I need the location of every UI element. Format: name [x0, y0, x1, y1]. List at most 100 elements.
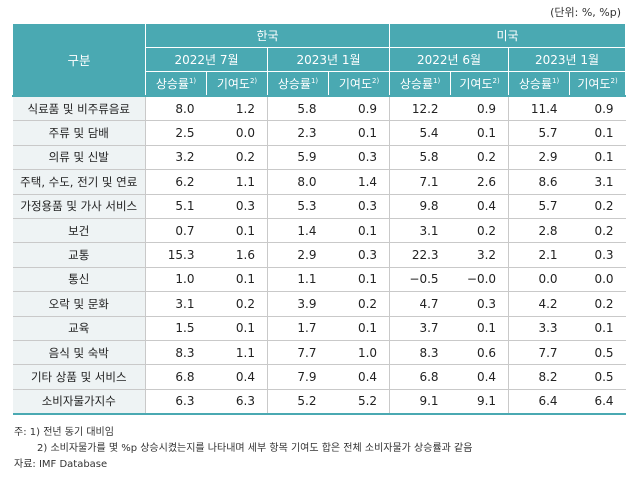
table-cell: 0.1: [450, 120, 510, 146]
table-cell: 1.0: [145, 267, 207, 293]
table-cell: 1.5: [145, 316, 207, 341]
source-note: 자료: IMF Database: [14, 459, 108, 470]
table-cell: 5.7: [508, 120, 570, 146]
table-cell: 4.2: [508, 291, 570, 317]
contribution-header-label: 기여도: [216, 77, 250, 91]
table-cell: 11.4: [508, 95, 570, 122]
table-cell: 0.7: [145, 218, 207, 244]
cpi-table: 구분 한국 미국 2022년 7월 2023년 1월 2022년 6월 2023…: [12, 23, 627, 416]
table-cell: 3.2: [450, 242, 510, 268]
table-cell: 0.4: [206, 364, 268, 390]
rate-header-label: 상승률: [399, 77, 433, 91]
table-cell: 8.6: [508, 169, 570, 195]
rate-header: 상승률1): [145, 71, 207, 97]
row-label: 통신: [12, 267, 146, 293]
table-cell: 5.2: [267, 389, 329, 416]
table-cell: 3.1: [145, 291, 207, 317]
table-row: 주택, 수도, 전기 및 연료 6.2 1.1 8.0 1.4 7.1 2.6 8.6 3.1: [12, 169, 626, 195]
table-cell: 0.5: [569, 364, 626, 390]
table-cell: 4.7: [389, 291, 451, 317]
table-cell: 9.1: [389, 389, 451, 416]
country-header-korea: 한국: [144, 23, 391, 48]
table-cell: 7.1: [389, 169, 451, 195]
table-cell: 8.2: [508, 364, 570, 390]
table-cell: 0.2: [450, 218, 510, 244]
table-cell: 0.2: [569, 291, 626, 317]
table-cell: 6.3: [206, 389, 268, 416]
table-cell: 6.4: [508, 389, 570, 416]
contribution-header: 기여도2): [327, 71, 391, 97]
period-header: 2023년 1월: [508, 47, 627, 72]
table-cell: 12.2: [389, 95, 451, 122]
table-cell: 0.9: [450, 95, 510, 122]
table-cell: 0.1: [569, 316, 626, 341]
row-label: 식료품 및 비주류음료: [12, 95, 146, 122]
table-cell: 0.9: [569, 95, 626, 122]
table-cell: 0.2: [206, 291, 268, 317]
table-row: 식료품 및 비주류음료 8.0 1.2 5.8 0.9 12.2 0.9 11.4 0.9: [12, 95, 626, 122]
table-cell: 2.9: [267, 242, 329, 268]
table-cell: 5.9: [267, 145, 329, 171]
table-cell: 0.9: [328, 95, 391, 122]
contribution-header: 기여도2): [450, 71, 510, 97]
table-cell: 8.3: [145, 340, 207, 366]
table-cell: 6.8: [389, 364, 451, 390]
table-cell: 0.2: [206, 145, 268, 171]
period-header: 2022년 7월: [145, 47, 268, 72]
table-cell: 1.1: [206, 169, 268, 195]
table-cell: 0.1: [450, 316, 510, 341]
table-cell: 8.3: [389, 340, 451, 366]
footnote-marker: 2): [249, 77, 258, 85]
table-cell: 9.1: [450, 389, 510, 416]
table-cell: 0.1: [328, 218, 391, 244]
row-label: 보건: [12, 218, 146, 244]
table-cell: 3.2: [145, 145, 207, 171]
sub-header-row: 상승률1) 기여도2) 상승률1) 기여도2) 상승률1) 기여도2) 상승률1) 기여도2): [13, 71, 627, 97]
table-row: 기타 상품 및 서비스 6.8 0.4 7.9 0.4 6.8 0.4 8.2 0.5: [12, 364, 626, 390]
table-cell: 15.3: [145, 242, 207, 268]
table-cell: 1.4: [267, 218, 329, 244]
row-label: 소비자물가지수: [12, 389, 146, 416]
table-cell: 5.3: [267, 194, 329, 219]
table-cell: 0.4: [450, 194, 510, 219]
rate-header: 상승률1): [267, 71, 329, 97]
table-cell: 7.7: [267, 340, 329, 366]
table-cell: 0.3: [328, 145, 391, 171]
table-cell: 1.1: [206, 340, 268, 366]
table-cell: 0.2: [569, 194, 626, 219]
table-cell: 2.3: [267, 120, 329, 146]
table-cell: −0.5: [389, 267, 451, 293]
table-cell: 6.3: [145, 389, 207, 416]
footnote-marker: 2): [371, 77, 380, 85]
table-cell: 0.1: [206, 218, 268, 244]
table-cell: 0.0: [206, 120, 268, 146]
table-cell: 6.2: [145, 169, 207, 195]
table-cell: 0.1: [569, 145, 626, 171]
rate-header-label: 상승률: [518, 77, 552, 91]
table-cell: 7.9: [267, 364, 329, 390]
footnote-marker: 1): [552, 77, 560, 85]
table-body: 식료품 및 비주류음료 8.0 1.2 5.8 0.9 12.2 0.9 11.4 0.9 주류 …: [12, 95, 626, 416]
table-cell: 8.0: [267, 169, 329, 195]
table-cell: 1.7: [267, 316, 329, 341]
table-cell: 0.3: [450, 291, 510, 317]
contribution-header: 기여도2): [206, 71, 268, 97]
table-cell: 0.2: [450, 145, 510, 171]
table-cell: 8.0: [145, 95, 207, 122]
table-cell: 0.0: [508, 267, 570, 293]
row-label: 가정용품 및 가사 서비스: [12, 194, 146, 219]
category-header: 구분: [12, 23, 146, 97]
table-cell: 0.6: [450, 340, 510, 366]
contribution-header-label: 기여도: [577, 77, 611, 91]
table-cell: 2.1: [508, 242, 570, 268]
footnote-marker: 1): [433, 77, 441, 85]
contribution-header-label: 기여도: [338, 77, 372, 91]
table-cell: 3.7: [389, 316, 451, 341]
table-cell: 1.2: [206, 95, 268, 122]
table-cell: 7.7: [508, 340, 570, 366]
table-cell: 2.6: [450, 169, 510, 195]
table-cell: 0.1: [206, 267, 268, 293]
rate-header: 상승률1): [389, 71, 452, 97]
table-cell: 1.4: [328, 169, 391, 195]
row-label: 주택, 수도, 전기 및 연료: [12, 169, 146, 195]
